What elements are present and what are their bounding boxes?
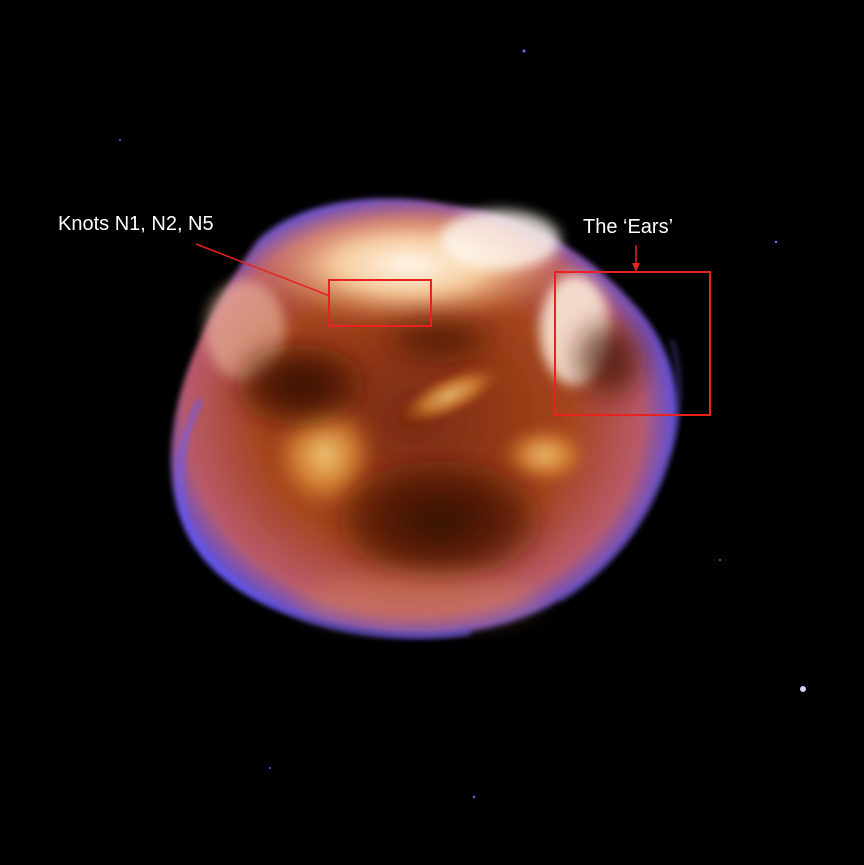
background-stars [119, 49, 806, 799]
ears-arrowhead [632, 263, 640, 272]
knots-label: Knots N1, N2, N5 [58, 213, 214, 235]
ears-box [554, 271, 711, 416]
remnant-shell [170, 198, 681, 639]
ears-label: The ‘Ears’ [583, 216, 674, 238]
ears-annotation [554, 245, 711, 416]
knots-annotation [195, 243, 432, 327]
knots-box [328, 279, 432, 327]
knots-pointer-line [195, 243, 331, 297]
